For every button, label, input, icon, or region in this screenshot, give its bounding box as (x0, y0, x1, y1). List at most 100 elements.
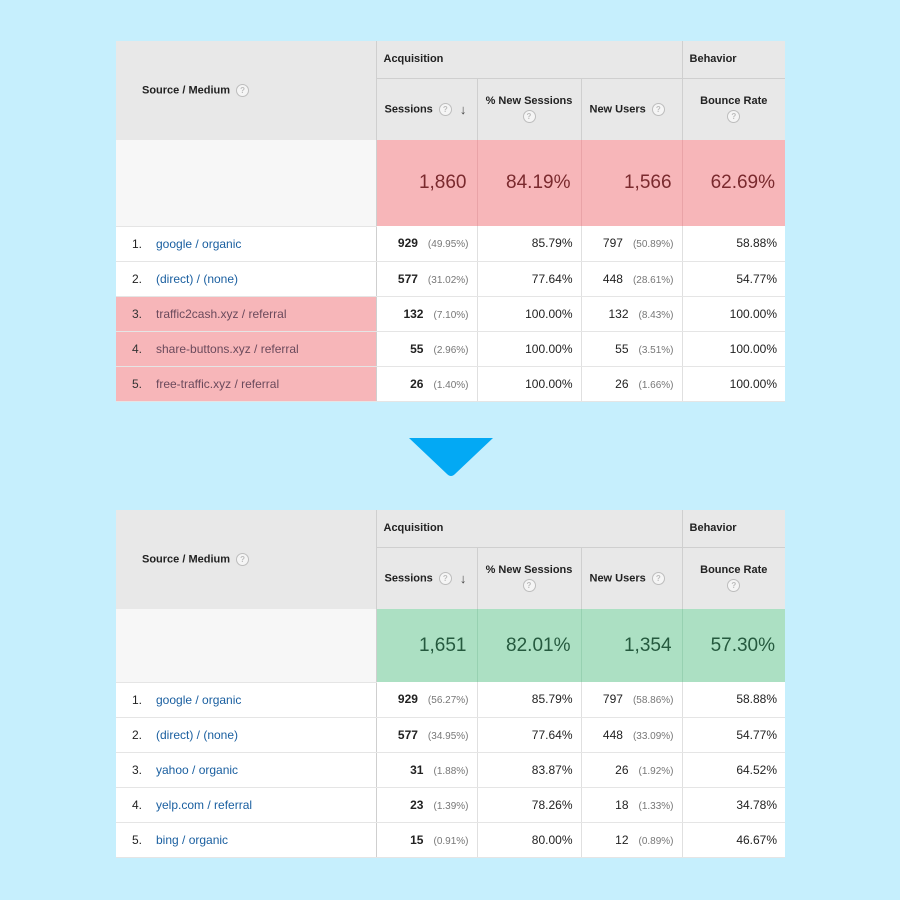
table-row: 3. yahoo / organic 31 (1.88%) 83.87% 26 (1.… (116, 752, 786, 788)
column-header-pct-new-sessions[interactable]: % New Sessions? (477, 78, 582, 140)
new-users-cell: 26 (1.92%) (581, 752, 683, 788)
pct-new-sessions-cell: 85.79% (477, 682, 582, 718)
bounce-rate-cell: 100.00% (682, 366, 786, 402)
source-cell: 3. traffic2cash.xyz / referral (116, 296, 377, 332)
source-link[interactable]: share-buttons.xyz / referral (156, 341, 299, 356)
column-header-bounce-rate[interactable]: Bounce Rate? (682, 78, 786, 140)
column-header-source-medium[interactable]: Source / Medium? (116, 41, 377, 140)
column-header-sessions[interactable]: Sessions? ↓ (376, 78, 478, 140)
column-header-new-users[interactable]: New Users? (581, 78, 683, 140)
column-header-new-users[interactable]: New Users? (581, 547, 683, 609)
group-header-behavior: Behavior (682, 510, 786, 548)
new-users-value: 55 (615, 341, 629, 356)
bounce-rate-cell: 58.88% (682, 226, 786, 262)
source-cell: 4. share-buttons.xyz / referral (116, 331, 377, 367)
pct-new-sessions-cell: 78.26% (477, 787, 582, 823)
row-index: 4. (132, 797, 143, 812)
sessions-value: 31 (410, 762, 424, 777)
column-header-source-medium[interactable]: Source / Medium? (116, 510, 377, 609)
source-link[interactable]: traffic2cash.xyz / referral (156, 306, 287, 321)
source-link[interactable]: (direct) / (none) (156, 271, 239, 286)
column-header-sessions[interactable]: Sessions? ↓ (376, 547, 478, 609)
source-link[interactable]: yahoo / organic (156, 762, 239, 777)
total-sessions: 1,651 (376, 609, 478, 682)
new-users-value: 448 (602, 271, 623, 286)
help-icon[interactable]: ? (236, 553, 250, 566)
source-link[interactable]: google / organic (156, 236, 242, 251)
pct-new-sessions-cell: 83.87% (477, 752, 582, 788)
table-row: 1. google / organic 929 (49.95%) 85.79% 79… (116, 226, 786, 262)
source-cell: 2. (direct) / (none) (116, 261, 377, 297)
bounce-rate-cell: 100.00% (682, 331, 786, 367)
help-icon[interactable]: ? (438, 102, 452, 116)
sessions-cell: 577 (31.02%) (376, 261, 478, 297)
new-users-value: 132 (608, 306, 629, 321)
total-pct-new-sessions: 82.01% (477, 609, 582, 682)
new-users-value: 797 (602, 236, 623, 251)
source-cell: 4. yelp.com / referral (116, 787, 377, 823)
new-users-cell: 448 (28.61%) (581, 261, 683, 297)
row-index: 1. (132, 692, 143, 707)
column-header-bounce-rate[interactable]: Bounce Rate? (682, 547, 786, 609)
help-icon[interactable]: ? (236, 84, 250, 97)
help-icon[interactable]: ? (522, 579, 536, 593)
source-link[interactable]: yelp.com / referral (156, 797, 253, 812)
bounce-rate-cell: 46.67% (682, 822, 786, 858)
source-link[interactable]: free-traffic.xyz / referral (156, 376, 280, 391)
new-users-share: (1.92%) (638, 765, 674, 777)
sessions-cell: 132 (7.10%) (376, 296, 478, 332)
row-index: 4. (132, 341, 143, 356)
new-users-share: (1.66%) (638, 379, 674, 391)
group-header-acquisition: Acquisition (376, 41, 683, 79)
header-label: % New Sessions (485, 564, 573, 577)
sessions-cell: 23 (1.39%) (376, 787, 478, 823)
sessions-cell: 55 (2.96%) (376, 331, 478, 367)
sessions-cell: 929 (49.95%) (376, 226, 478, 262)
sessions-share: (7.10%) (433, 309, 469, 321)
header-label: Bounce Rate (700, 95, 768, 108)
sort-arrow-icon[interactable]: ↓ (459, 570, 467, 586)
bounce-rate-cell: 34.78% (682, 787, 786, 823)
pct-new-sessions-cell: 85.79% (477, 226, 582, 262)
sessions-value: 929 (397, 692, 418, 707)
total-new-users: 1,566 (581, 140, 683, 226)
source-link[interactable]: bing / organic (156, 832, 229, 847)
totals-row: 1,860 84.19% 1,566 62.69% (116, 140, 786, 227)
bounce-rate-cell: 64.52% (682, 752, 786, 788)
sessions-share: (34.95%) (427, 730, 469, 742)
bounce-rate-cell: 58.88% (682, 682, 786, 718)
sessions-share: (49.95%) (427, 239, 469, 251)
pct-new-sessions-cell: 77.64% (477, 261, 582, 297)
new-users-value: 18 (615, 797, 629, 812)
row-index: 3. (132, 306, 143, 321)
source-link[interactable]: google / organic (156, 692, 242, 707)
row-index: 2. (132, 727, 143, 742)
header-label: New Users (589, 572, 646, 585)
column-header-pct-new-sessions[interactable]: % New Sessions? (477, 547, 582, 609)
help-icon[interactable]: ? (727, 579, 741, 593)
sessions-value: 23 (410, 797, 424, 812)
header-label: Source / Medium (142, 553, 231, 566)
table-row-spam: 4. share-buttons.xyz / referral 55 (2.96%)… (116, 331, 786, 367)
header-label: % New Sessions (485, 95, 573, 108)
help-icon[interactable]: ? (651, 571, 665, 585)
header-label: Sessions (384, 103, 433, 116)
help-icon[interactable]: ? (651, 102, 665, 116)
new-users-cell: 797 (50.89%) (581, 226, 683, 262)
total-bounce-rate: 57.30% (682, 609, 786, 682)
sessions-share: (31.02%) (427, 274, 469, 286)
help-icon[interactable]: ? (727, 110, 741, 124)
row-index: 2. (132, 271, 143, 286)
total-sessions: 1,860 (376, 140, 478, 226)
new-users-cell: 132 (8.43%) (581, 296, 683, 332)
help-icon[interactable]: ? (522, 110, 536, 124)
sort-arrow-icon[interactable]: ↓ (459, 101, 467, 117)
source-link[interactable]: (direct) / (none) (156, 727, 239, 742)
report-table-before: Source / Medium? Acquisition Behavior Se… (116, 41, 786, 402)
row-index: 3. (132, 762, 143, 777)
new-users-cell: 797 (58.86%) (581, 682, 683, 718)
new-users-value: 448 (602, 727, 623, 742)
help-icon[interactable]: ? (438, 571, 452, 585)
source-cell: 5. bing / organic (116, 822, 377, 858)
new-users-share: (33.09%) (632, 730, 674, 742)
